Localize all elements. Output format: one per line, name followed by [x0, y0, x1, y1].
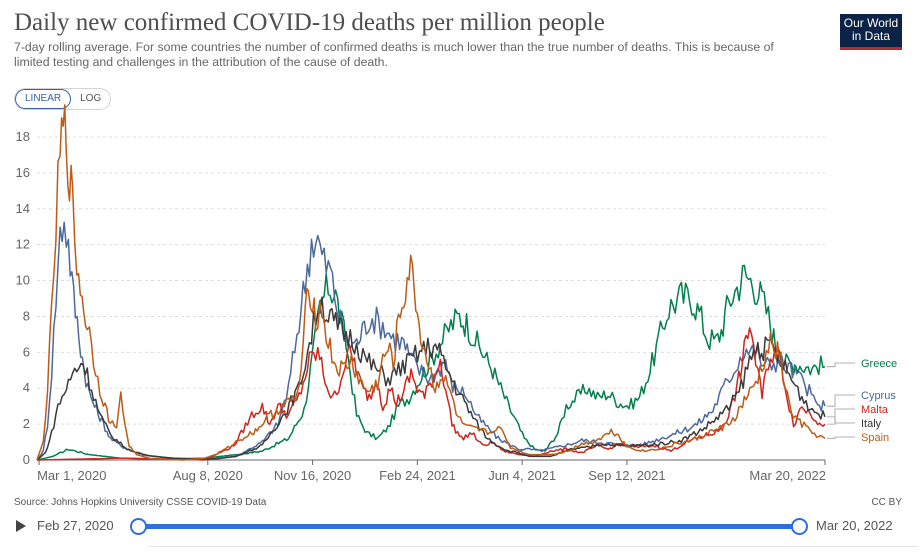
owid-logo[interactable]: Our World in Data	[840, 14, 902, 50]
y-tick-label: 8	[23, 308, 30, 323]
series-label-spain[interactable]: Spain	[861, 432, 889, 444]
series-label-malta[interactable]: Malta	[861, 404, 889, 416]
logo-line-1: Our World	[843, 16, 899, 30]
y-tick-label: 0	[23, 452, 30, 467]
series-line-greece[interactable]	[36, 264, 826, 461]
series-label-greece[interactable]: Greece	[861, 358, 897, 370]
play-icon[interactable]	[16, 520, 26, 532]
y-tick-label: 10	[16, 273, 30, 288]
y-tick-label: 6	[23, 344, 30, 359]
label-leader-line	[827, 416, 855, 424]
y-tick-label: 16	[16, 165, 30, 180]
label-leader-line	[827, 394, 855, 407]
y-tick-label: 14	[16, 201, 30, 216]
y-tick-label: 4	[23, 380, 30, 395]
timeline-track[interactable]	[136, 524, 800, 529]
x-tick-label: Mar 20, 2022	[749, 468, 826, 483]
x-tick-label: Mar 1, 2020	[37, 468, 106, 483]
timeline-end-date: Mar 20, 2022	[816, 518, 893, 533]
license-link[interactable]: CC BY	[871, 497, 902, 508]
series-label-cyprus[interactable]: Cyprus	[861, 390, 896, 402]
y-tick-label: 2	[23, 416, 30, 431]
chart-title: Daily new confirmed COVID-19 deaths per …	[14, 9, 605, 36]
logo-line-2: in Data	[851, 29, 891, 43]
label-leader-line	[827, 436, 855, 439]
tab-strip-divider	[148, 546, 918, 555]
x-tick-label: Feb 24, 2021	[379, 468, 456, 483]
line-chart[interactable]: 0 2 4 6 8 10 12 14 16 18 Mar 1, 2020 Aug 8, 2020 Nov…	[0, 0, 923, 490]
y-tick-label: 18	[16, 129, 30, 144]
x-tick-label: Sep 12, 2021	[588, 468, 665, 483]
chart-subtitle: 7-day rolling average. For some countrie…	[14, 40, 774, 69]
x-tick-label: Jun 4, 2021	[488, 468, 556, 483]
series-line-spain[interactable]	[36, 104, 826, 461]
series-label-italy[interactable]: Italy	[861, 418, 882, 430]
timeline-start-date: Feb 27, 2020	[37, 518, 114, 533]
source-note[interactable]: Source: Johns Hopkins University CSSE CO…	[14, 497, 267, 508]
timeline-end-handle[interactable]	[791, 518, 808, 535]
scale-toggle: LINEAR LOG	[14, 88, 112, 110]
linear-scale-button[interactable]: LINEAR	[15, 89, 72, 109]
x-tick-label: Nov 16, 2020	[274, 468, 351, 483]
timeline-start-handle[interactable]	[130, 518, 147, 535]
series-line-malta[interactable]	[37, 327, 826, 461]
label-leader-line	[827, 362, 855, 368]
y-tick-label: 12	[16, 237, 30, 252]
timeline-slider: Feb 27, 2020 Mar 20, 2022	[0, 512, 923, 542]
series-line-italy[interactable]	[36, 296, 826, 461]
x-tick-label: Aug 8, 2020	[173, 468, 243, 483]
log-scale-button[interactable]: LOG	[80, 93, 102, 104]
